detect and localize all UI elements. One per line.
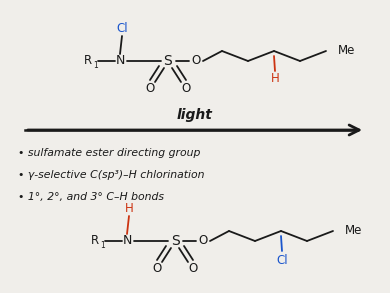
Text: N: N (115, 54, 125, 67)
Text: • 1°, 2°, and 3° C–H bonds: • 1°, 2°, and 3° C–H bonds (18, 192, 164, 202)
Text: R: R (84, 54, 92, 67)
Text: light: light (177, 108, 213, 122)
Text: Cl: Cl (116, 21, 128, 35)
Text: 1: 1 (93, 62, 98, 71)
Text: O: O (181, 83, 191, 96)
Text: 1: 1 (100, 241, 105, 251)
Text: O: O (188, 263, 198, 275)
Text: S: S (171, 234, 179, 248)
Text: H: H (271, 72, 279, 86)
Text: Cl: Cl (276, 255, 288, 268)
Text: S: S (164, 54, 172, 68)
Text: O: O (191, 54, 200, 67)
Text: • γ-selective C(sp³)–H chlorination: • γ-selective C(sp³)–H chlorination (18, 170, 204, 180)
Text: N: N (122, 234, 132, 248)
Text: O: O (145, 83, 154, 96)
Text: H: H (125, 202, 133, 214)
Text: O: O (152, 263, 161, 275)
Text: R: R (91, 234, 99, 246)
Text: O: O (199, 234, 207, 248)
Text: • sulfamate ester directing group: • sulfamate ester directing group (18, 148, 200, 158)
Text: Me: Me (345, 224, 362, 238)
Text: Me: Me (338, 45, 355, 57)
